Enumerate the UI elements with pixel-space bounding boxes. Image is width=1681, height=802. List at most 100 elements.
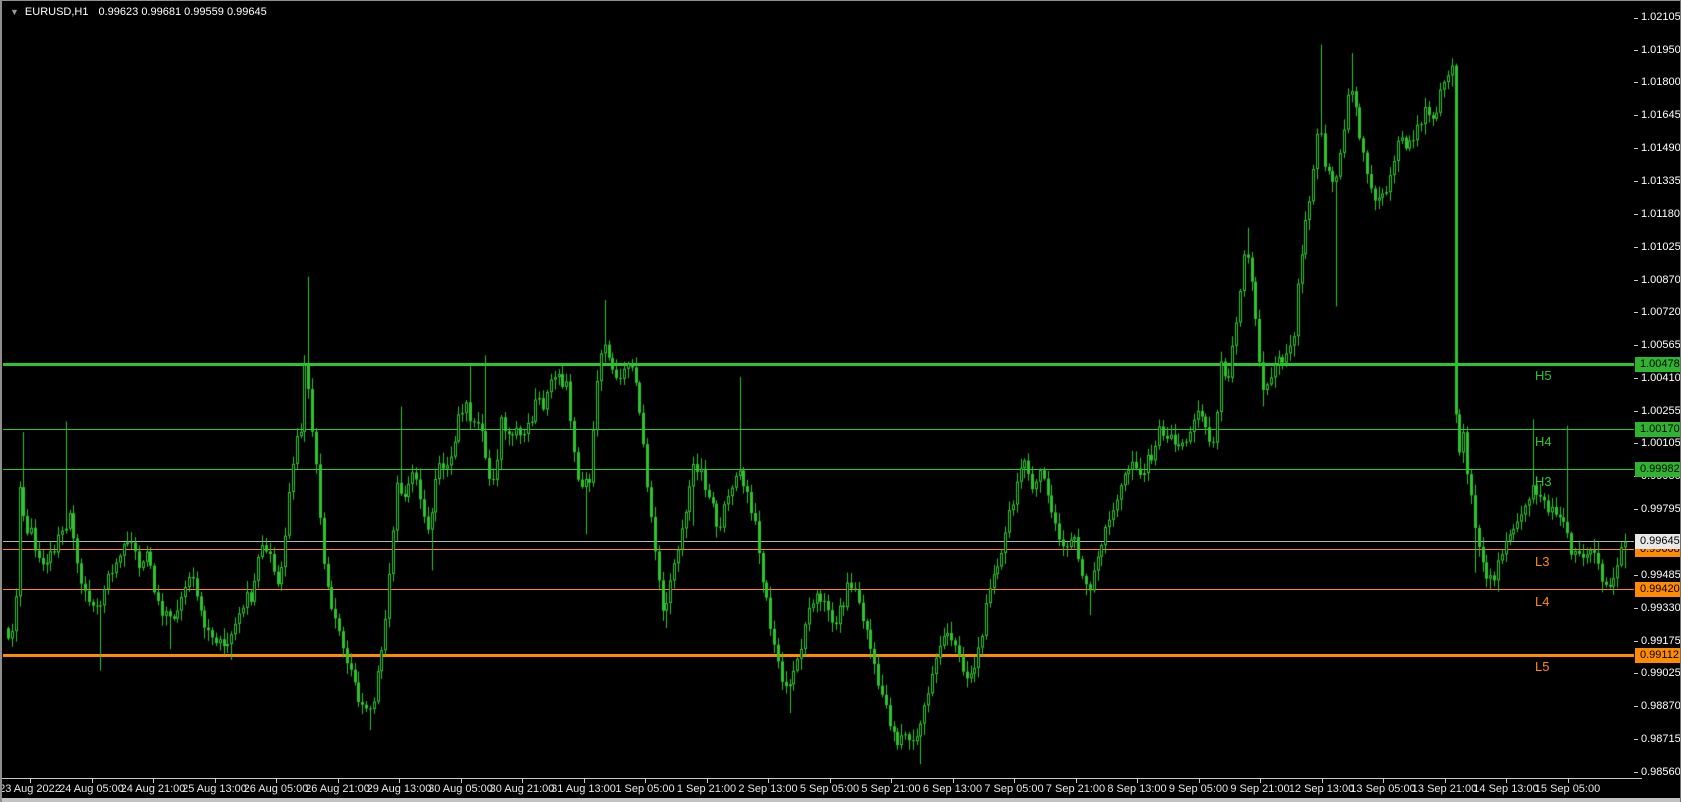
price-axis-label: 1.00255 — [1641, 404, 1681, 417]
time-axis-label: 14 Sep 13:00 — [1473, 783, 1539, 795]
time-tick — [1506, 779, 1507, 783]
time-tick — [891, 779, 892, 783]
price-tick — [1634, 575, 1638, 577]
price-tick — [1634, 443, 1638, 445]
price-level-badge: 0.99982 — [1635, 462, 1680, 478]
price-tick — [1634, 345, 1638, 347]
price-axis-label: 0.98560 — [1641, 765, 1681, 778]
time-axis[interactable]: 23 Aug 2022 24 Aug 05:00 24 Aug 21:00 25 Au… — [0, 779, 1680, 799]
price-axis-label: 0.99795 — [1641, 502, 1681, 515]
time-axis-label: 2 Sep 13:00 — [738, 783, 798, 795]
price-tick — [1634, 706, 1638, 708]
price-tick — [1634, 181, 1638, 183]
price-axis-label: 1.01800 — [1641, 75, 1681, 88]
time-tick — [829, 779, 831, 783]
price-axis-label: 0.99175 — [1641, 634, 1681, 647]
price-level-badge: 0.99112 — [1635, 647, 1680, 663]
time-axis-border — [2, 778, 1642, 779]
time-axis-label: 23 Aug 2022 — [0, 783, 61, 795]
time-axis-label: 5 Sep 05:00 — [799, 783, 860, 795]
price-tick — [1634, 641, 1638, 643]
price-level-badge: 1.00478 — [1635, 356, 1680, 372]
price-axis-label: 1.00565 — [1641, 338, 1681, 351]
time-axis-label: 15 Sep 05:00 — [1534, 783, 1601, 795]
price-tick — [1634, 50, 1638, 52]
time-tick — [768, 779, 769, 783]
time-axis-label: 26 Aug 21:00 — [305, 783, 370, 795]
time-axis-label: 5 Sep 21:00 — [861, 783, 921, 795]
price-tick — [1634, 148, 1638, 150]
candlestick-chart[interactable] — [2, 1, 1636, 779]
time-axis-label: 7 Sep 21:00 — [1045, 783, 1106, 795]
time-tick — [952, 779, 954, 783]
price-tick — [1634, 115, 1638, 117]
time-axis-label: 24 Aug 21:00 — [120, 783, 186, 795]
time-tick — [337, 779, 339, 783]
price-level-badge: 1.00170 — [1635, 422, 1680, 438]
price-tick — [1634, 214, 1638, 216]
time-tick — [153, 779, 154, 783]
time-axis-label: 29 Aug 13:00 — [366, 783, 432, 795]
price-axis-label: 1.00870 — [1641, 273, 1681, 286]
time-tick — [1137, 779, 1138, 783]
time-tick — [276, 779, 277, 783]
price-axis-label: 1.01335 — [1641, 174, 1681, 187]
time-axis-label: 8 Sep 13:00 — [1107, 783, 1167, 795]
price-axis-label: 1.01025 — [1641, 240, 1681, 253]
price-tick — [1634, 17, 1638, 19]
price-axis-label: 0.98870 — [1641, 699, 1681, 712]
time-axis-label: 1 Sep 21:00 — [676, 783, 737, 795]
time-axis-label: 6 Sep 13:00 — [922, 783, 983, 795]
ohlc-values: 0.99623 0.99681 0.99559 0.99645 — [98, 6, 267, 18]
time-axis-label: 13 Sep 05:00 — [1350, 783, 1416, 795]
price-tick — [1634, 312, 1638, 314]
price-axis-label: 1.02105 — [1641, 11, 1681, 23]
time-tick — [522, 779, 523, 783]
price-axis-label: 1.00105 — [1641, 436, 1681, 449]
price-level-badge: 0.99420 — [1635, 582, 1680, 598]
price-tick — [1634, 280, 1638, 282]
time-axis-label: 30 Aug 05:00 — [428, 783, 493, 795]
chart-plot-area[interactable]: H5H4H3L3L4L5 — [2, 1, 1636, 779]
chart-title: ▼ EURUSD,H1 0.99623 0.99681 0.99559 0.9964… — [10, 6, 267, 18]
time-tick — [214, 779, 216, 783]
time-tick — [1014, 779, 1015, 783]
time-tick — [1260, 779, 1261, 783]
time-axis-label: 9 Sep 21:00 — [1230, 783, 1290, 795]
time-tick — [645, 779, 646, 783]
time-axis-label: 7 Sep 05:00 — [984, 783, 1044, 795]
time-tick — [30, 779, 31, 783]
time-axis-label: 1 Sep 05:00 — [615, 783, 675, 795]
symbol-period-label: EURUSD,H1 — [24, 6, 89, 18]
price-axis-label: 0.99485 — [1641, 568, 1681, 581]
price-tick — [1634, 378, 1638, 380]
price-axis-label: 1.01645 — [1641, 108, 1681, 121]
price-tick — [1634, 509, 1638, 511]
price-level-badge: 0.99645 — [1635, 534, 1680, 550]
time-tick — [1567, 779, 1569, 783]
price-axis[interactable]: 1.02105 1.01950 1.01800 1.01645 1.01490 1.013… — [1634, 1, 1680, 778]
triangle-down-icon[interactable]: ▼ — [10, 7, 19, 17]
time-axis-label: 12 Sep 13:00 — [1288, 783, 1355, 795]
price-axis-label: 1.00720 — [1641, 305, 1681, 318]
time-tick — [1075, 779, 1077, 783]
time-axis-label: 24 Aug 05:00 — [59, 783, 124, 795]
price-tick — [1634, 772, 1638, 774]
time-tick — [583, 779, 585, 783]
price-tick — [1634, 739, 1638, 741]
price-tick — [1634, 673, 1638, 675]
window-bottom-edge — [2, 798, 1680, 802]
price-axis-label: 1.01180 — [1641, 207, 1680, 220]
time-tick — [91, 779, 93, 783]
time-tick — [460, 779, 462, 783]
time-tick — [1198, 779, 1200, 783]
time-tick — [399, 779, 400, 783]
price-tick — [1634, 608, 1638, 610]
time-axis-label: 9 Sep 05:00 — [1168, 783, 1229, 795]
time-tick — [706, 779, 708, 783]
price-axis-label: 0.99330 — [1641, 601, 1681, 614]
price-axis-label: 1.01950 — [1641, 43, 1681, 56]
price-tick — [1634, 411, 1638, 413]
time-axis-label: 26 Aug 05:00 — [243, 783, 309, 795]
